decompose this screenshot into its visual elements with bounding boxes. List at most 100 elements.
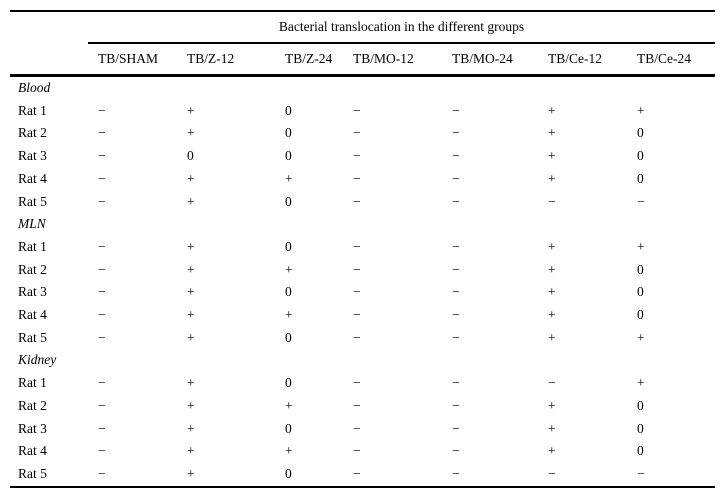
table-cell: +: [548, 261, 556, 277]
table-row: Rat 4 − + + − − +0: [10, 168, 715, 191]
table-cell: −: [353, 148, 361, 164]
table-cell: −: [98, 397, 106, 413]
row-label: Rat 4: [18, 170, 47, 186]
table-cell: +: [285, 397, 293, 413]
table-cell: +: [548, 397, 556, 413]
table-cell: −: [98, 329, 106, 345]
table-cell: −: [353, 443, 361, 459]
paper-page: Bacterial translocation in the different…: [10, 10, 716, 488]
table-cell: 0: [285, 375, 292, 391]
table-cell: −: [98, 193, 106, 209]
table-row: Rat 5 − +0 − − − −: [10, 463, 715, 487]
bacterial-translocation-table: Bacterial translocation in the different…: [10, 10, 716, 488]
table-cell: −: [637, 465, 645, 481]
row-label: Rat 5: [18, 465, 47, 481]
column-header-empty: [10, 43, 88, 77]
table-cell: +: [187, 284, 195, 300]
table-cell: −: [548, 193, 556, 209]
table-cell: +: [187, 375, 195, 391]
section-label-blood: Blood: [18, 80, 51, 95]
table-cell: −: [548, 465, 556, 481]
table-cell: −: [452, 284, 460, 300]
table-cell: +: [548, 238, 556, 254]
table-cell: −: [353, 125, 361, 141]
table-spanning-header-label: Bacterial translocation in the different…: [278, 19, 525, 34]
table-cell: −: [98, 443, 106, 459]
table-cell: −: [452, 420, 460, 436]
table-cell: −: [353, 102, 361, 118]
table-cell: +: [187, 102, 195, 118]
column-header-tb-z-24: TB/Z-24: [285, 43, 353, 77]
column-header-tb-mo-12: TB/MO-12: [353, 43, 452, 77]
table-cell: 0: [285, 238, 292, 254]
table-cell: 0: [637, 148, 644, 164]
table-row: Rat 4 − + + − − +0: [10, 304, 715, 327]
row-label: Rat 1: [18, 375, 47, 391]
table-cell: 0: [637, 125, 644, 141]
table-cell: +: [187, 420, 195, 436]
table-cell: −: [353, 170, 361, 186]
row-label: Rat 3: [18, 284, 47, 300]
table-cell: +: [637, 375, 645, 391]
table-cell: 0: [285, 193, 292, 209]
table-cell: +: [187, 125, 195, 141]
table-cell: 0: [637, 307, 644, 323]
table-cell: 0: [285, 420, 292, 436]
row-label: Rat 2: [18, 261, 47, 277]
table-cell: 0: [637, 420, 644, 436]
table-cell: −: [452, 148, 460, 164]
table-cell: +: [548, 148, 556, 164]
table-cell: +: [187, 465, 195, 481]
table-cell: −: [98, 102, 106, 118]
table-cell: +: [285, 307, 293, 323]
table-cell: −: [548, 375, 556, 391]
row-label: Rat 5: [18, 193, 47, 209]
table-row: Rat 1 − +0 − − + +: [10, 236, 715, 259]
table-cell: +: [187, 170, 195, 186]
table-cell: −: [452, 125, 460, 141]
table-cell: −: [452, 329, 460, 345]
table-cell: −: [353, 307, 361, 323]
table-cell: +: [187, 397, 195, 413]
table-cell: +: [285, 170, 293, 186]
table-cell: 0: [637, 397, 644, 413]
table-cell: +: [548, 284, 556, 300]
table-cell: −: [452, 261, 460, 277]
table-cell: +: [187, 443, 195, 459]
table-cell: −: [98, 375, 106, 391]
section-row-mln: MLN: [10, 213, 715, 236]
table-cell: +: [285, 443, 293, 459]
table-row: Rat 2 − + + − − +0: [10, 259, 715, 282]
table-cell: −: [353, 329, 361, 345]
table-row: Rat 5 − +0 − − + +: [10, 327, 715, 350]
table-cell: 0: [285, 148, 292, 164]
column-header-row: TB/SHAM TB/Z-12 TB/Z-24 TB/MO-12 TB/MO-24 TB/…: [10, 43, 716, 77]
spanning-header-spacer: [10, 11, 88, 43]
table-cell: +: [548, 125, 556, 141]
table-cell: −: [353, 261, 361, 277]
table-cell: −: [452, 102, 460, 118]
table-cell: +: [187, 238, 195, 254]
table-cell: −: [98, 465, 106, 481]
table-cell: −: [353, 284, 361, 300]
table-row: Rat 5 − +0 − − − −: [10, 191, 715, 214]
table-row: Rat 3 − +0 − − +0: [10, 281, 715, 304]
table-cell: −: [452, 170, 460, 186]
table-row: Rat 3 − 0 0 − − +0: [10, 145, 715, 168]
table-cell: +: [187, 193, 195, 209]
table-cell: −: [98, 261, 106, 277]
table-cell: −: [98, 148, 106, 164]
row-label: Rat 2: [18, 397, 47, 413]
table-cell: +: [548, 307, 556, 323]
row-label: Rat 1: [18, 102, 47, 118]
table-cell: +: [548, 420, 556, 436]
section-row-blood: Blood: [10, 76, 715, 100]
section-label-kidney: Kidney: [18, 352, 57, 368]
table-cell: −: [452, 193, 460, 209]
table-cell: 0: [637, 170, 644, 186]
table-cell: −: [637, 193, 645, 209]
table-cell: −: [98, 238, 106, 254]
table-cell: −: [98, 420, 106, 436]
table-cell: 0: [285, 284, 292, 300]
table-cell: +: [187, 307, 195, 323]
